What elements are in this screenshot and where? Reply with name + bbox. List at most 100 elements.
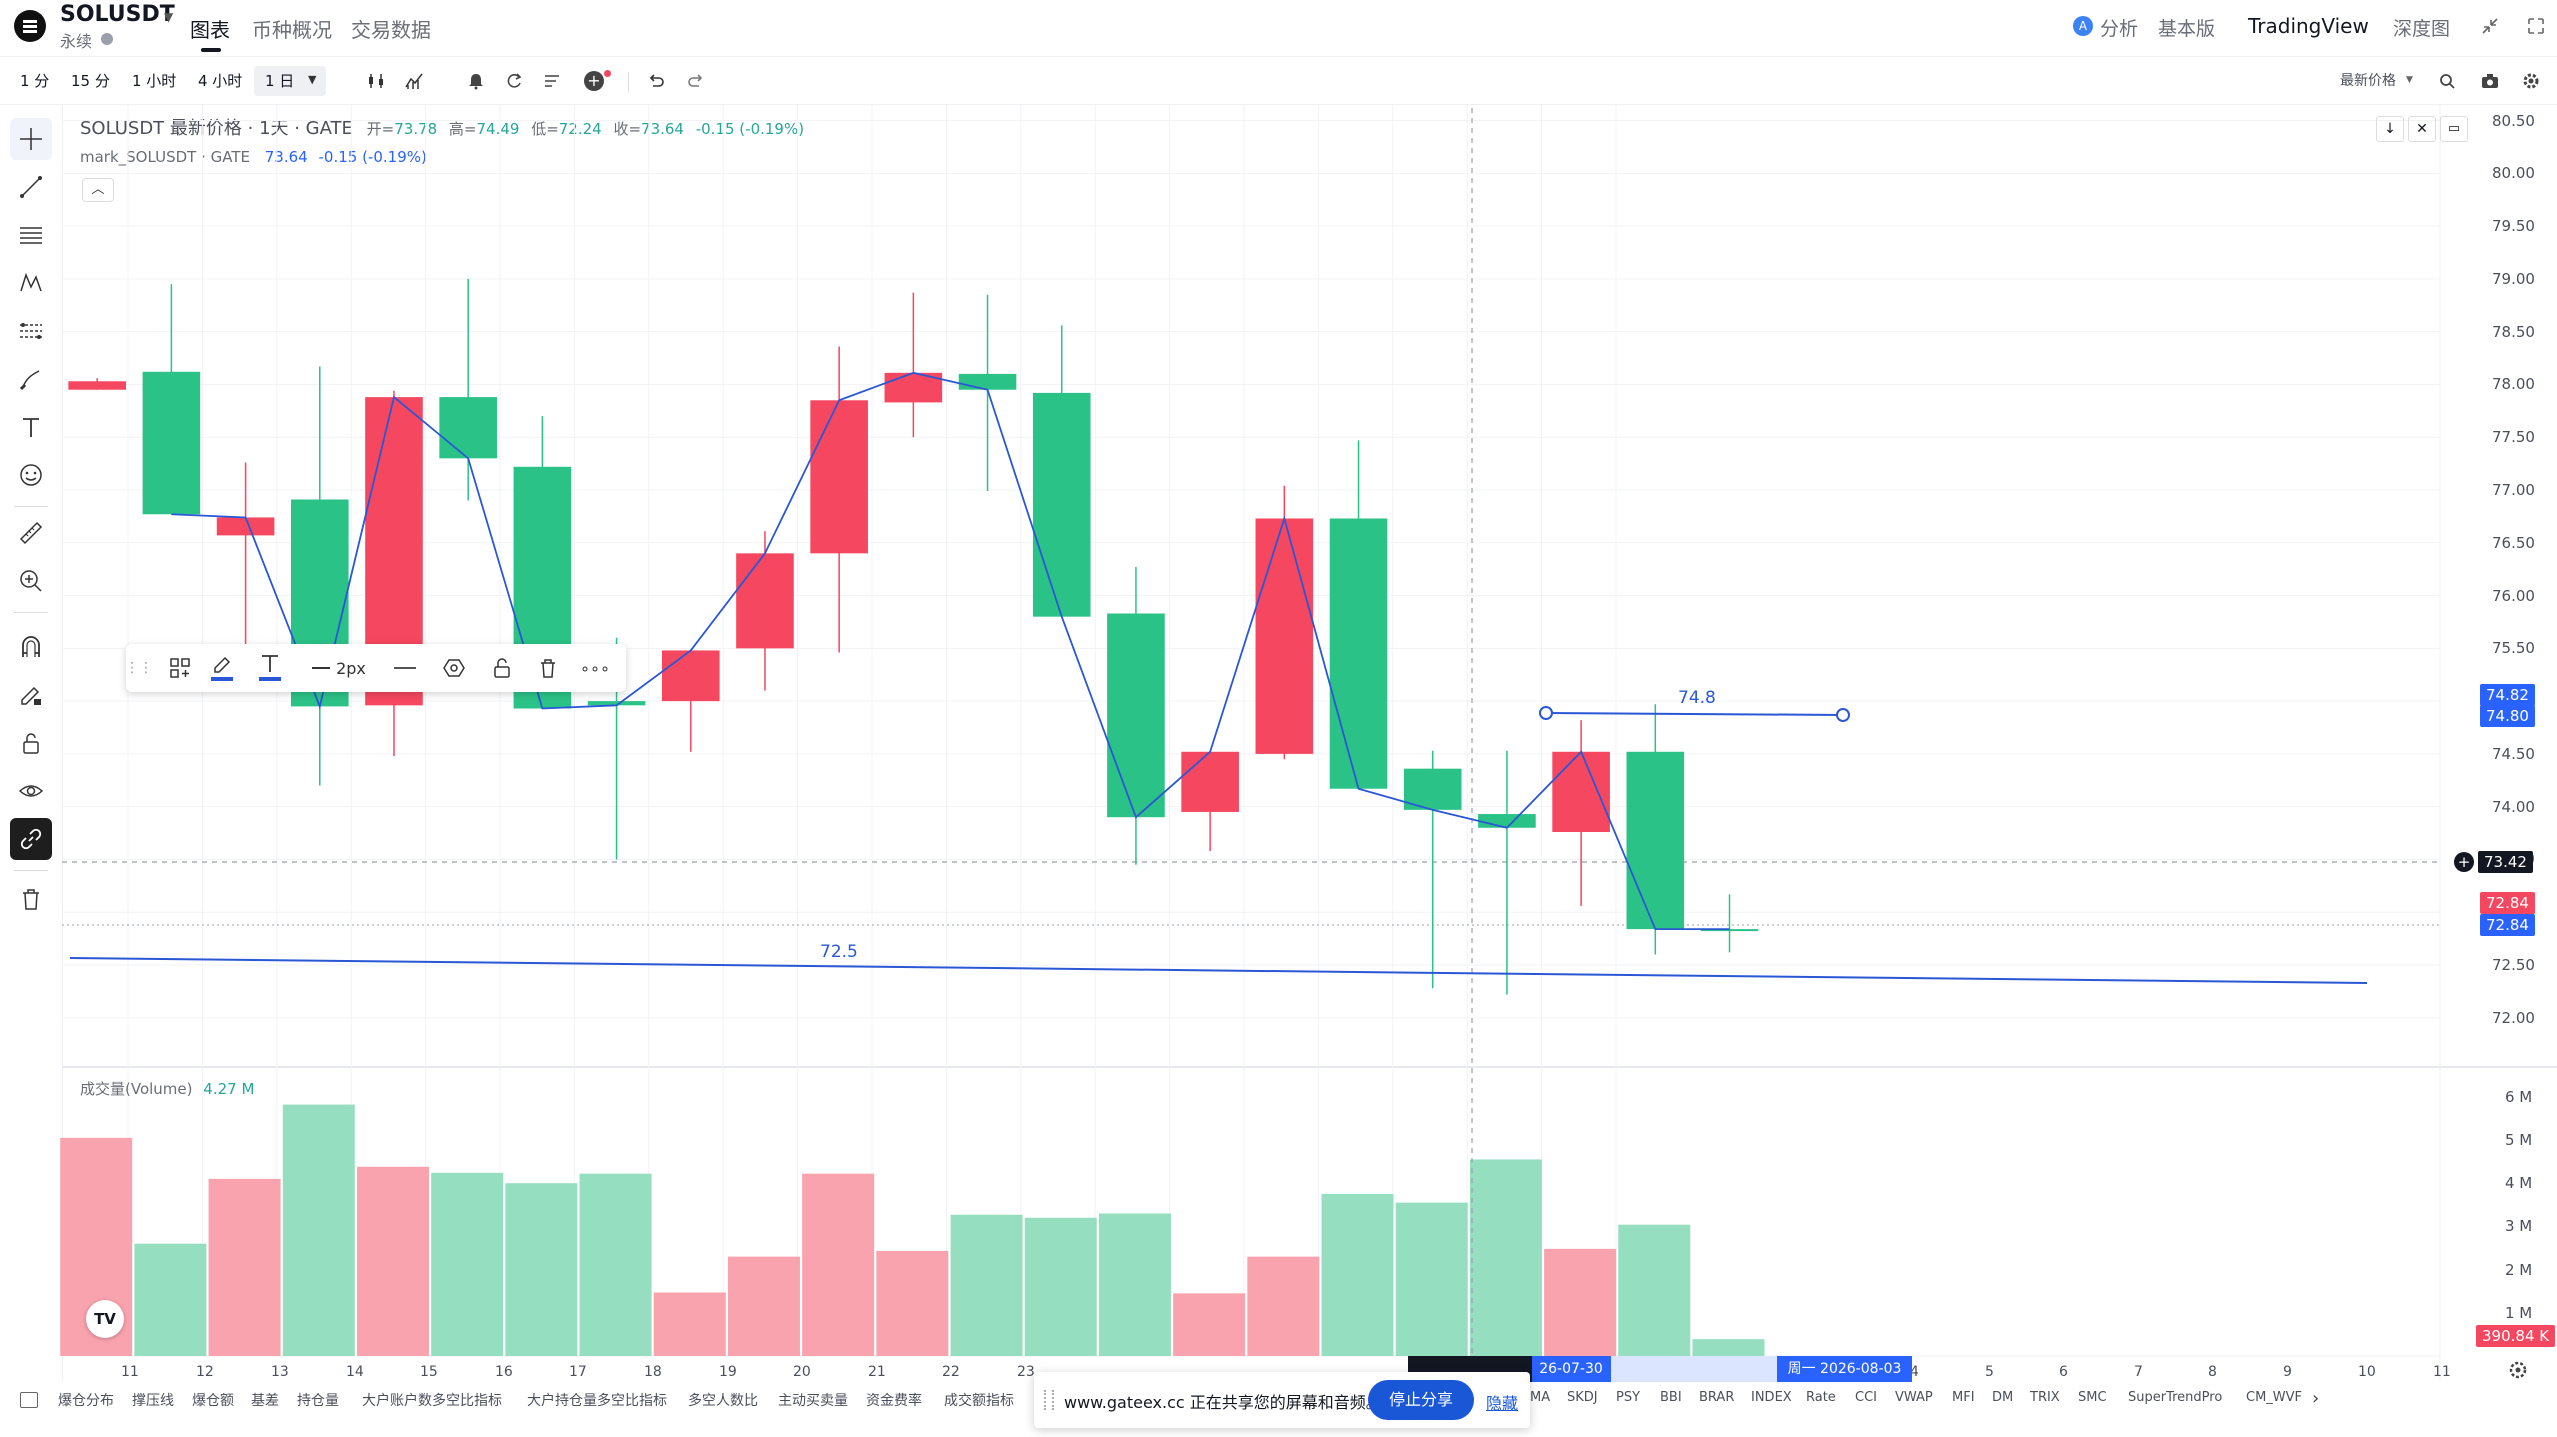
- indicator-tab[interactable]: INDEX: [1751, 1390, 1792, 1405]
- resistance-line-handle-left[interactable]: [1539, 706, 1553, 720]
- basic-version-link[interactable]: 基本版: [2158, 18, 2216, 40]
- settings-hex-icon[interactable]: [440, 654, 468, 682]
- candle-type-icon[interactable]: [366, 71, 386, 95]
- hide-share-link[interactable]: 隐藏: [1486, 1394, 1519, 1413]
- link-tool[interactable]: [10, 818, 52, 860]
- line-style-icon[interactable]: [390, 654, 420, 682]
- tab-overview[interactable]: 币种概况: [252, 18, 332, 42]
- indicator-tab[interactable]: 爆仓额: [192, 1393, 234, 1409]
- chart-settings-icon[interactable]: [2508, 1360, 2528, 1384]
- indicator-tab[interactable]: 基差: [251, 1393, 279, 1409]
- template-grid-icon[interactable]: [166, 654, 194, 682]
- reset-chart-button[interactable]: ▭: [2440, 116, 2468, 142]
- add-alert-crosshair-icon[interactable]: +: [2454, 852, 2474, 872]
- indicator-tab[interactable]: DM: [1992, 1390, 2014, 1405]
- interval-dropdown-icon[interactable]: ▼: [308, 73, 317, 86]
- indicator-tab[interactable]: 持仓量: [297, 1393, 339, 1409]
- indicator-tab[interactable]: 多空人数比: [688, 1393, 758, 1409]
- replay-icon[interactable]: [504, 71, 524, 95]
- measure-tool[interactable]: [10, 512, 52, 554]
- indicator-tab[interactable]: 爆仓分布: [58, 1393, 114, 1409]
- more-options-icon[interactable]: ∘∘∘: [579, 658, 611, 678]
- indicator-tab[interactable]: 主动买卖量: [778, 1393, 848, 1409]
- indicator-tab[interactable]: 大户持仓量多空比指标: [527, 1393, 667, 1409]
- indicator-tab[interactable]: CCI: [1855, 1390, 1877, 1405]
- lock-tool[interactable]: [10, 722, 52, 764]
- tradingview-logo[interactable]: TV: [86, 1300, 124, 1338]
- pattern-tool[interactable]: [10, 262, 52, 304]
- analysis-icon[interactable]: A: [2073, 16, 2093, 36]
- trend-line-tool[interactable]: [10, 166, 52, 208]
- interval-1h[interactable]: 1 小时: [132, 72, 177, 90]
- draw-mode-tool[interactable]: [10, 674, 52, 716]
- symbol-dropdown-icon[interactable]: ▼: [164, 10, 174, 24]
- indicator-tab[interactable]: 撑压线: [132, 1393, 174, 1409]
- zoom-tool[interactable]: [10, 560, 52, 602]
- camera-icon[interactable]: [2480, 72, 2500, 94]
- indicator-panel-icon[interactable]: [20, 1392, 38, 1408]
- resistance-line-handle-right[interactable]: [1836, 708, 1850, 722]
- tab-chart[interactable]: 图表: [190, 18, 230, 42]
- price-type-select[interactable]: 最新价格: [2340, 73, 2396, 89]
- shrink-icon[interactable]: [2480, 16, 2500, 40]
- indicator-tab[interactable]: 资金费率: [866, 1393, 922, 1409]
- tabs-next-icon[interactable]: ›: [2312, 1388, 2320, 1409]
- interval-1d[interactable]: 1 日: [265, 72, 295, 90]
- indicator-tab[interactable]: BBI: [1660, 1390, 1682, 1405]
- interval-15m[interactable]: 15 分: [71, 72, 110, 90]
- indicator-tab[interactable]: MFI: [1952, 1390, 1975, 1405]
- crosshair-tool[interactable]: [10, 118, 52, 160]
- drag-handle-icon[interactable]: ⋮⋮: [125, 660, 153, 676]
- undo-icon[interactable]: [646, 71, 666, 95]
- resistance-line[interactable]: [1545, 712, 1844, 716]
- indicator-tab[interactable]: CM_WVF: [2246, 1390, 2303, 1405]
- fullscreen-icon[interactable]: [2526, 16, 2546, 40]
- brush-tool[interactable]: [10, 358, 52, 400]
- redo-icon[interactable]: [686, 71, 706, 95]
- indicator-tab[interactable]: MA: [1530, 1390, 1551, 1405]
- indicator-tab[interactable]: TRIX: [2030, 1390, 2060, 1405]
- indicator-tab[interactable]: 大户账户数多空比指标: [362, 1393, 502, 1409]
- price-type-dropdown-icon[interactable]: ▼: [2406, 75, 2413, 85]
- line-color-icon[interactable]: [208, 650, 236, 684]
- text-color-icon[interactable]: [256, 650, 284, 684]
- auto-scale-button[interactable]: ✕: [2408, 116, 2436, 142]
- alert-icon[interactable]: [466, 71, 486, 95]
- text-tool[interactable]: [10, 406, 52, 448]
- template-icon[interactable]: [542, 71, 562, 95]
- indicator-tab[interactable]: SMC: [2078, 1390, 2107, 1405]
- tab-trade-data[interactable]: 交易数据: [351, 18, 431, 42]
- indicator-tab[interactable]: VWAP: [1895, 1390, 1933, 1405]
- settings-gear-icon[interactable]: [2522, 72, 2540, 94]
- line-width-select[interactable]: 2px: [308, 654, 370, 682]
- interval-1m[interactable]: 1 分: [20, 72, 50, 90]
- search-icon[interactable]: [2438, 72, 2456, 94]
- tradingview-link[interactable]: TradingView: [2248, 14, 2369, 38]
- unlock-icon[interactable]: [488, 654, 516, 682]
- indicator-tab[interactable]: BRAR: [1699, 1390, 1735, 1405]
- scroll-to-latest-button[interactable]: ↓: [2376, 116, 2404, 142]
- indicator-tab[interactable]: SuperTrendPro: [2128, 1390, 2223, 1405]
- visibility-tool[interactable]: [10, 770, 52, 812]
- indicator-tab[interactable]: SKDJ: [1567, 1390, 1598, 1405]
- collapse-legend-button[interactable]: ︿: [82, 178, 114, 202]
- fib-tool[interactable]: [10, 214, 52, 256]
- indicator-tab[interactable]: 成交额指标: [944, 1393, 1014, 1409]
- interval-4h[interactable]: 4 小时: [198, 72, 243, 90]
- indicator-tab[interactable]: PSY: [1616, 1390, 1641, 1405]
- delete-tool[interactable]: [10, 878, 52, 920]
- support-trend-line[interactable]: [69, 957, 2368, 984]
- info-icon[interactable]: [101, 33, 113, 45]
- stop-sharing-button[interactable]: 停止分享: [1368, 1380, 1474, 1420]
- share-drag-handle-icon[interactable]: [1044, 1390, 1054, 1410]
- analysis-link[interactable]: 分析: [2100, 18, 2139, 40]
- interval-1d-active[interactable]: [254, 66, 326, 96]
- prediction-tool[interactable]: [10, 310, 52, 352]
- magnet-tool[interactable]: [10, 626, 52, 668]
- add-indicator-icon[interactable]: +: [584, 71, 604, 91]
- symbol-name[interactable]: SOLUSDT: [60, 2, 175, 27]
- emoji-tool[interactable]: [10, 454, 52, 496]
- delete-drawing-icon[interactable]: [534, 654, 562, 682]
- indicator-tab[interactable]: Rate: [1806, 1390, 1836, 1405]
